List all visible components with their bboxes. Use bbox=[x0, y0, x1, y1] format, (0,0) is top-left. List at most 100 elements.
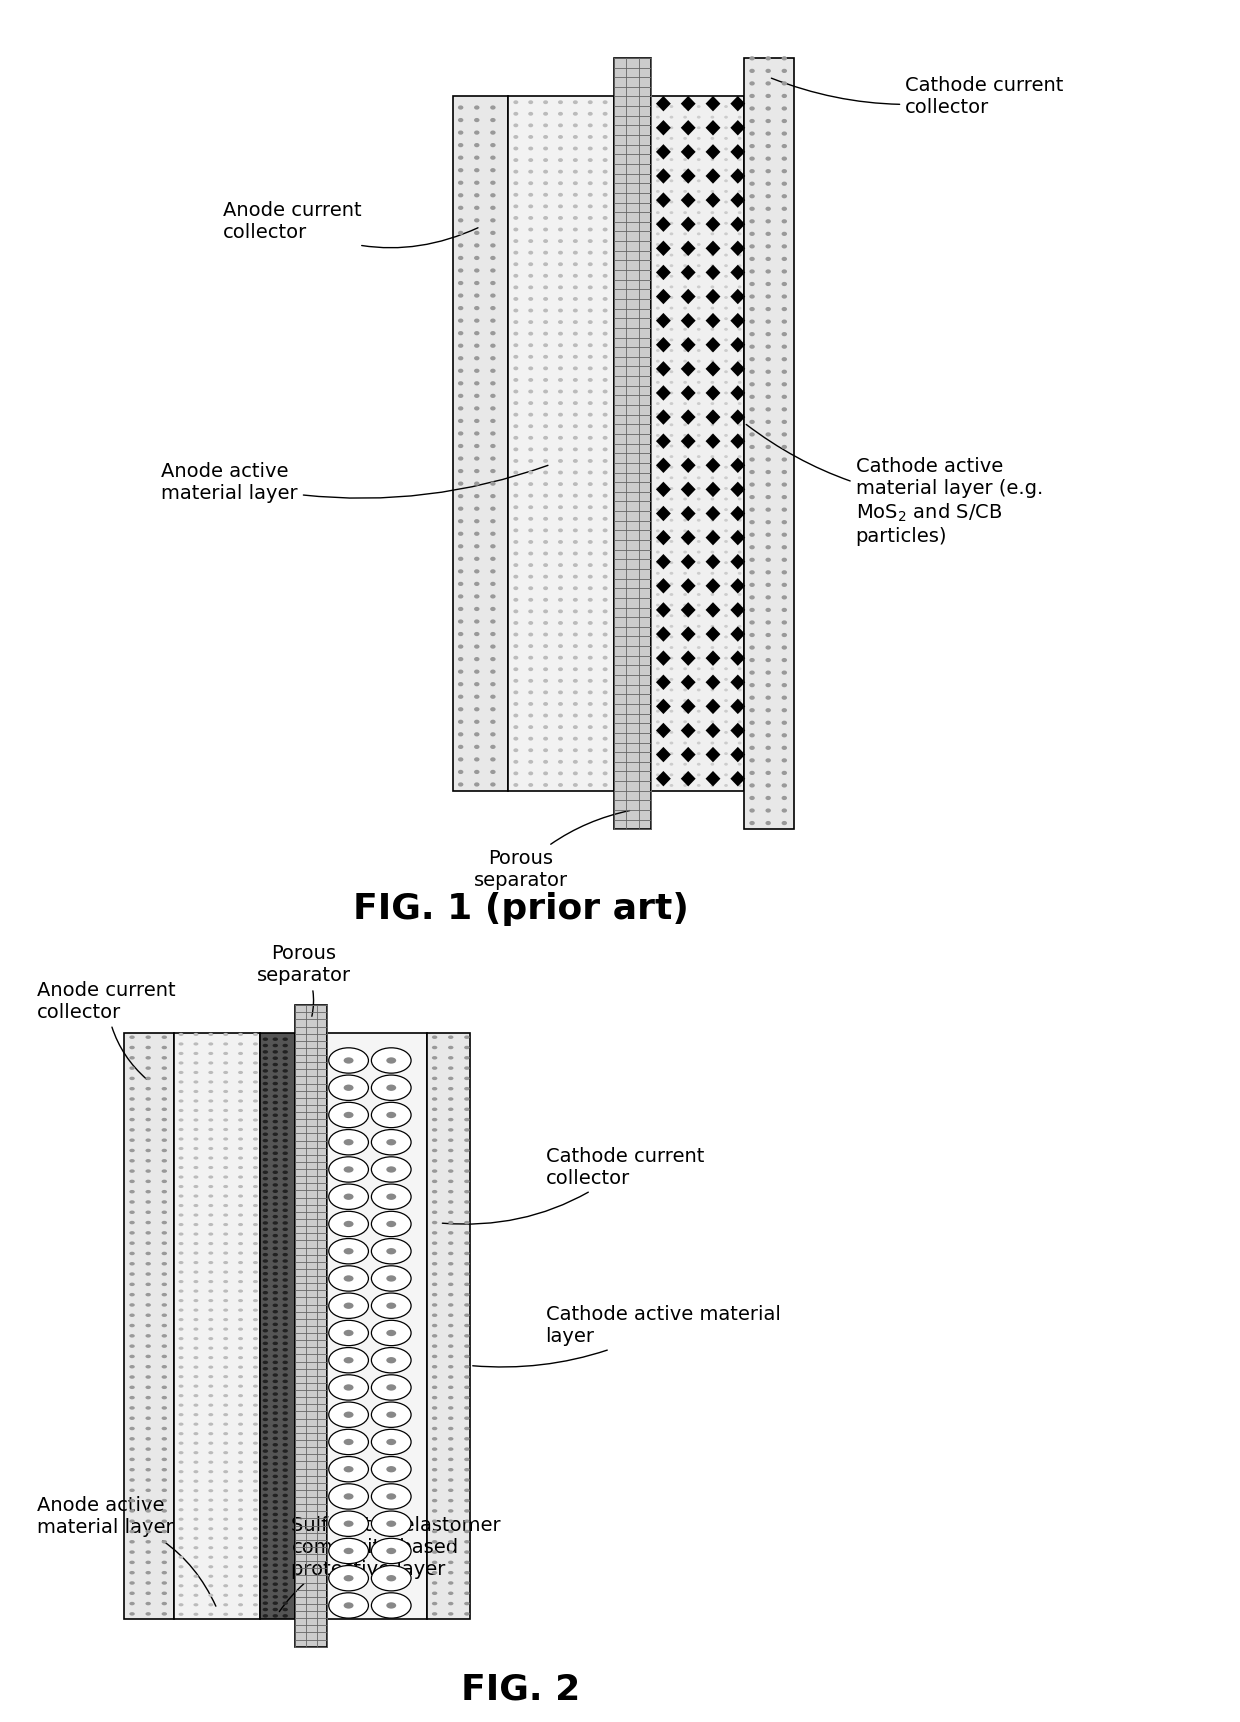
Circle shape bbox=[432, 1601, 438, 1605]
Circle shape bbox=[513, 598, 518, 601]
Circle shape bbox=[179, 1593, 184, 1596]
Circle shape bbox=[129, 1550, 135, 1553]
Polygon shape bbox=[730, 193, 745, 208]
Circle shape bbox=[387, 1412, 397, 1417]
Text: Cathode current
collector: Cathode current collector bbox=[771, 76, 1064, 117]
Circle shape bbox=[387, 1329, 397, 1336]
Bar bbox=[260, 1033, 295, 1619]
Circle shape bbox=[273, 1595, 278, 1598]
Circle shape bbox=[208, 1452, 213, 1455]
Circle shape bbox=[656, 763, 660, 766]
Circle shape bbox=[372, 1510, 412, 1536]
Circle shape bbox=[238, 1536, 243, 1539]
Circle shape bbox=[129, 1107, 135, 1111]
Circle shape bbox=[588, 725, 593, 728]
Circle shape bbox=[193, 1565, 198, 1569]
Circle shape bbox=[208, 1052, 213, 1056]
Circle shape bbox=[490, 670, 496, 673]
Circle shape bbox=[474, 770, 480, 775]
Circle shape bbox=[528, 215, 533, 220]
Circle shape bbox=[193, 1099, 198, 1102]
Circle shape bbox=[528, 759, 533, 765]
Circle shape bbox=[238, 1176, 243, 1178]
Circle shape bbox=[738, 317, 742, 320]
Circle shape bbox=[238, 1452, 243, 1455]
Circle shape bbox=[697, 276, 701, 277]
Circle shape bbox=[432, 1366, 438, 1369]
Circle shape bbox=[670, 753, 673, 754]
Circle shape bbox=[145, 1252, 151, 1255]
Circle shape bbox=[283, 1259, 288, 1262]
Circle shape bbox=[528, 494, 533, 498]
Polygon shape bbox=[706, 96, 720, 112]
Circle shape bbox=[432, 1397, 438, 1400]
Circle shape bbox=[656, 646, 660, 649]
Circle shape bbox=[558, 784, 563, 787]
Circle shape bbox=[513, 413, 518, 417]
Circle shape bbox=[670, 232, 673, 236]
Circle shape bbox=[263, 1254, 268, 1257]
Circle shape bbox=[724, 200, 728, 203]
Circle shape bbox=[588, 703, 593, 706]
Polygon shape bbox=[706, 145, 720, 160]
Circle shape bbox=[129, 1231, 135, 1235]
Circle shape bbox=[474, 658, 480, 661]
Polygon shape bbox=[681, 458, 696, 474]
Circle shape bbox=[711, 498, 714, 501]
Circle shape bbox=[724, 126, 728, 129]
Circle shape bbox=[513, 610, 518, 613]
Bar bbox=[614, 59, 651, 830]
Circle shape bbox=[458, 105, 464, 110]
Circle shape bbox=[432, 1252, 438, 1255]
Circle shape bbox=[208, 1471, 213, 1474]
Polygon shape bbox=[681, 603, 696, 618]
Circle shape bbox=[145, 1169, 151, 1173]
Circle shape bbox=[738, 465, 742, 468]
Polygon shape bbox=[730, 362, 745, 377]
Circle shape bbox=[238, 1109, 243, 1112]
Circle shape bbox=[781, 93, 787, 98]
Circle shape bbox=[263, 1126, 268, 1130]
Circle shape bbox=[129, 1056, 135, 1059]
Circle shape bbox=[573, 401, 578, 405]
Circle shape bbox=[145, 1529, 151, 1533]
Circle shape bbox=[573, 308, 578, 312]
Circle shape bbox=[765, 570, 771, 575]
Circle shape bbox=[738, 200, 742, 203]
Circle shape bbox=[129, 1417, 135, 1421]
Circle shape bbox=[474, 582, 480, 585]
Circle shape bbox=[464, 1076, 470, 1080]
Circle shape bbox=[749, 207, 755, 210]
Circle shape bbox=[458, 319, 464, 322]
Circle shape bbox=[263, 1507, 268, 1510]
Circle shape bbox=[781, 696, 787, 699]
Circle shape bbox=[238, 1195, 243, 1197]
Circle shape bbox=[656, 158, 660, 162]
Text: FIG. 1 (prior art): FIG. 1 (prior art) bbox=[353, 892, 688, 926]
Circle shape bbox=[543, 343, 548, 348]
Circle shape bbox=[129, 1560, 135, 1564]
Circle shape bbox=[738, 105, 742, 108]
Circle shape bbox=[711, 699, 714, 703]
Circle shape bbox=[432, 1066, 438, 1069]
Circle shape bbox=[283, 1374, 288, 1378]
Circle shape bbox=[573, 713, 578, 718]
Circle shape bbox=[528, 100, 533, 103]
Circle shape bbox=[711, 391, 714, 394]
Circle shape bbox=[253, 1527, 258, 1531]
Circle shape bbox=[543, 146, 548, 150]
Circle shape bbox=[670, 403, 673, 405]
Circle shape bbox=[273, 1386, 278, 1390]
Circle shape bbox=[448, 1107, 454, 1111]
Circle shape bbox=[738, 561, 742, 565]
Circle shape bbox=[208, 1071, 213, 1075]
Circle shape bbox=[490, 494, 496, 498]
Circle shape bbox=[528, 784, 533, 787]
Circle shape bbox=[656, 286, 660, 288]
Circle shape bbox=[697, 582, 701, 585]
Circle shape bbox=[223, 1527, 228, 1531]
Circle shape bbox=[343, 1357, 353, 1364]
Circle shape bbox=[543, 413, 548, 417]
Circle shape bbox=[145, 1366, 151, 1369]
Circle shape bbox=[711, 126, 714, 129]
